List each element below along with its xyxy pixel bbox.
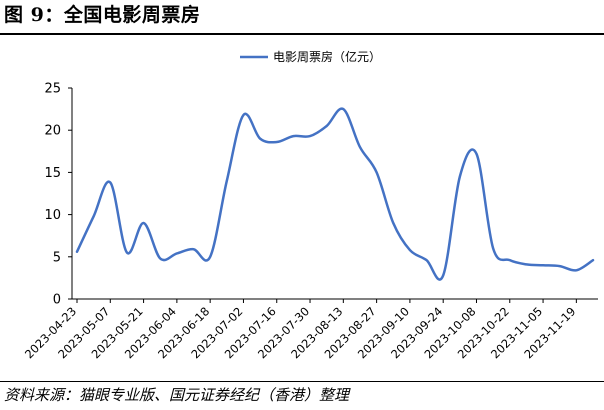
data-point — [226, 180, 228, 182]
data-point — [442, 274, 444, 276]
data-point — [276, 141, 278, 143]
data-point — [292, 135, 294, 137]
data-point — [159, 257, 161, 260]
data-point — [93, 215, 95, 217]
source-note: 资料来源：猫眼专业版、国元证券经纪（香港）整理 — [4, 386, 350, 404]
data-point — [542, 264, 544, 266]
chart-legend: 电影周票房（亿元） — [240, 49, 381, 64]
series-line-0 — [75, 107, 595, 281]
data-point — [509, 259, 511, 261]
line-chart: 电影周票房（亿元） 0 5 10 15 20 25 2023-04-232023-05-0… — [22, 49, 598, 361]
data-point — [575, 269, 577, 271]
y-tick-label: 10 — [44, 208, 61, 223]
data-point — [209, 256, 211, 258]
data-point — [126, 251, 128, 254]
data-point — [425, 259, 428, 261]
plot-area — [75, 107, 595, 281]
data-point — [559, 265, 561, 267]
data-point — [525, 263, 528, 265]
data-point — [459, 176, 461, 178]
figure-title: 图 9：全国电影周票房 — [4, 4, 201, 26]
data-point — [492, 247, 494, 249]
data-point — [76, 251, 78, 253]
x-axis: 2023-04-232023-05-072023-05-212023-06-04… — [22, 298, 598, 361]
data-point — [309, 135, 311, 137]
data-point — [592, 259, 594, 261]
data-point — [142, 222, 145, 224]
y-tick-label: 15 — [44, 166, 61, 181]
y-tick-label: 0 — [53, 293, 61, 308]
data-point — [376, 171, 378, 173]
data-point — [409, 249, 411, 251]
y-tick-label: 5 — [53, 250, 61, 265]
data-point — [359, 146, 361, 148]
legend-label: 电影周票房（亿元） — [273, 49, 381, 64]
y-axis: 0 5 10 15 20 25 — [44, 82, 73, 308]
data-point — [109, 181, 111, 184]
title-divider — [0, 33, 604, 35]
footer-divider — [0, 381, 604, 382]
data-point — [392, 222, 394, 224]
data-point — [342, 108, 344, 110]
y-tick-label: 25 — [44, 82, 61, 97]
data-point — [242, 114, 245, 116]
y-tick-label: 20 — [44, 124, 61, 139]
data-point — [176, 252, 178, 255]
data-point — [259, 138, 261, 140]
data-point — [475, 153, 478, 155]
data-point — [326, 125, 328, 127]
data-point — [192, 248, 195, 250]
